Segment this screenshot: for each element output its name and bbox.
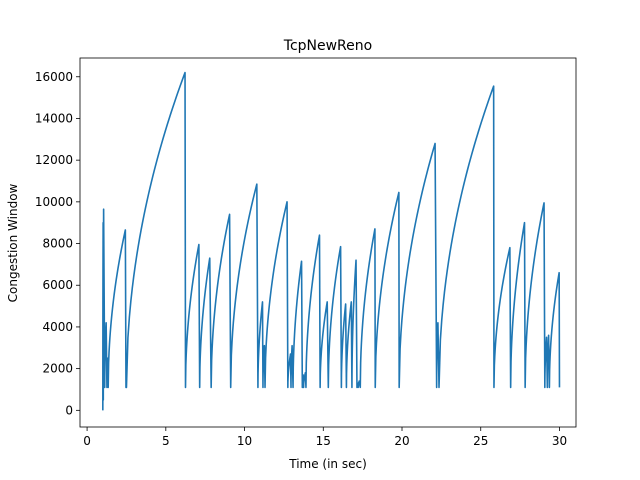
y-tick-label: 10000 <box>35 195 73 209</box>
y-tick-label: 16000 <box>35 70 73 84</box>
x-axis-label: Time (in sec) <box>288 457 367 471</box>
x-tick-label: 10 <box>237 434 252 448</box>
y-tick-label: 12000 <box>35 153 73 167</box>
x-tick-label: 5 <box>162 434 170 448</box>
chart-title: TcpNewReno <box>283 38 372 54</box>
y-tick-label: 0 <box>65 403 73 417</box>
x-tick-label: 25 <box>473 434 488 448</box>
x-tick-label: 15 <box>316 434 331 448</box>
y-tick-label: 6000 <box>42 278 73 292</box>
y-tick-label: 4000 <box>42 320 73 334</box>
y-tick-label: 14000 <box>35 111 73 125</box>
tick-group: 0 5 10 15 20 25 30 0 2000 4000 6000 8000 10000 12000 1… <box>35 70 567 448</box>
axes-frame <box>79 57 577 428</box>
y-axis-label: Congestion Window <box>6 183 20 302</box>
y-tick-label: 2000 <box>42 362 73 376</box>
x-tick-label: 20 <box>394 434 409 448</box>
x-tick-label: 0 <box>83 434 91 448</box>
x-tick-label: 30 <box>552 434 567 448</box>
plot-area <box>102 71 561 411</box>
series-line <box>102 71 561 411</box>
y-tick-label: 8000 <box>42 237 73 251</box>
